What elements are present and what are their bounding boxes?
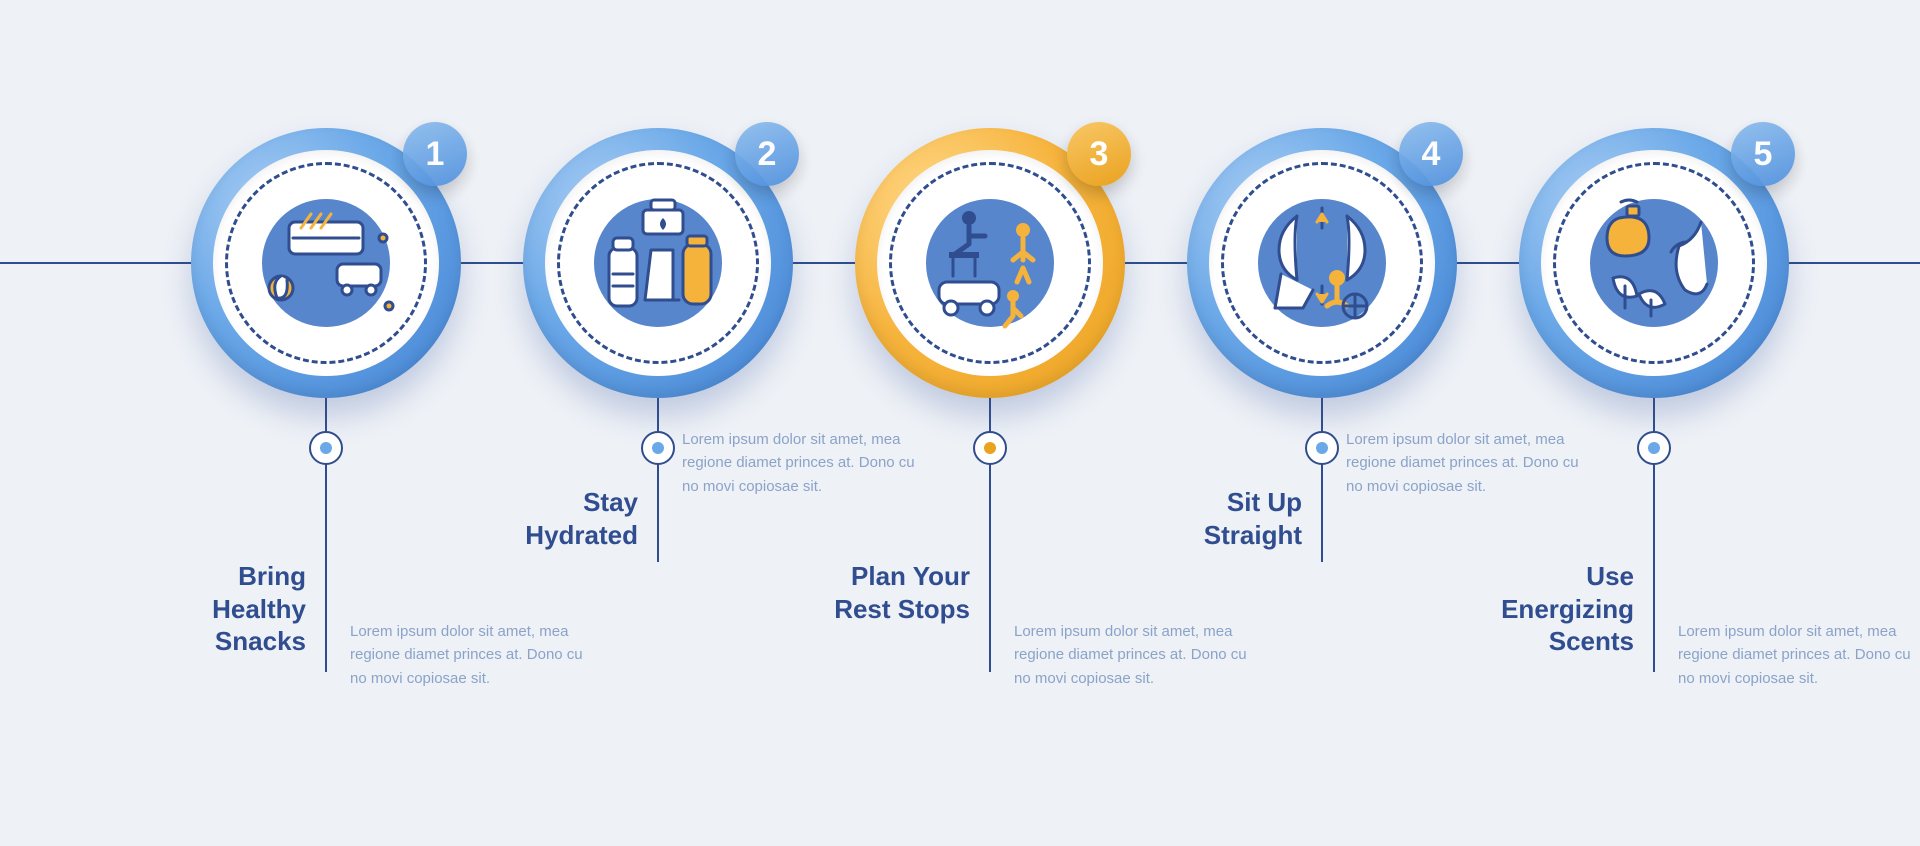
- step-number-badge: 5: [1731, 122, 1795, 186]
- step-title: Bring Healthy Snacks: [160, 560, 306, 658]
- step-circle: 4: [1187, 128, 1457, 398]
- connector-node: [1637, 431, 1671, 465]
- scent-icon: [1569, 178, 1739, 348]
- step-title: Use Energizing Scents: [1488, 560, 1634, 658]
- connector-node: [309, 431, 343, 465]
- step-title: Stay Hydrated: [492, 486, 638, 551]
- step-circle: 5: [1519, 128, 1789, 398]
- step-2: 2 Stay Hydrated Lorem ipsum dolor sit am…: [492, 128, 824, 398]
- connector-node: [1305, 431, 1339, 465]
- node-dot: [984, 442, 996, 454]
- connector-node: [641, 431, 675, 465]
- step-number-badge: 4: [1399, 122, 1463, 186]
- step-number-badge: 3: [1067, 122, 1131, 186]
- step-body: Lorem ipsum dolor sit amet, mea regione …: [350, 620, 590, 690]
- node-dot: [320, 442, 332, 454]
- connector-stem: [1321, 398, 1323, 562]
- step-title: Sit Up Straight: [1156, 486, 1302, 551]
- step-body: Lorem ipsum dolor sit amet, mea regione …: [1014, 620, 1254, 690]
- step-1: 1 Bring Healthy Snacks Lorem ipsum dolor…: [160, 128, 492, 398]
- node-dot: [652, 442, 664, 454]
- step-number: 3: [1090, 135, 1109, 174]
- step-circle: 1: [191, 128, 461, 398]
- step-number: 1: [426, 135, 445, 174]
- rest-stop-icon: [905, 178, 1075, 348]
- step-body: Lorem ipsum dolor sit amet, mea regione …: [1678, 620, 1918, 690]
- step-number: 4: [1422, 135, 1441, 174]
- step-5: 5 Use Energizing Scents Lorem ipsum dolo…: [1488, 128, 1820, 398]
- connector-stem: [657, 398, 659, 562]
- step-number: 2: [758, 135, 777, 174]
- step-number-badge: 1: [403, 122, 467, 186]
- step-circle: 2: [523, 128, 793, 398]
- posture-icon: [1237, 178, 1407, 348]
- node-dot: [1316, 442, 1328, 454]
- step-circle: 3: [855, 128, 1125, 398]
- step-3: 3 Plan Your Rest Stops Lorem ipsum dolor…: [824, 128, 1156, 398]
- snacks-icon: [241, 178, 411, 348]
- connector-node: [973, 431, 1007, 465]
- infographic-canvas: 1 Bring Healthy Snacks Lorem ipsum dolor…: [0, 0, 1920, 846]
- step-body: Lorem ipsum dolor sit amet, mea regione …: [682, 428, 922, 498]
- step-4: 4 Sit Up Straight Lorem ipsum dolor sit …: [1156, 128, 1488, 398]
- node-dot: [1648, 442, 1660, 454]
- step-body: Lorem ipsum dolor sit amet, mea regione …: [1346, 428, 1586, 498]
- hydration-icon: [573, 178, 743, 348]
- step-number-badge: 2: [735, 122, 799, 186]
- step-number: 5: [1754, 135, 1773, 174]
- step-title: Plan Your Rest Stops: [834, 560, 970, 625]
